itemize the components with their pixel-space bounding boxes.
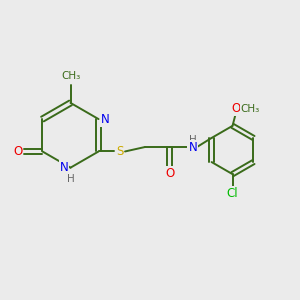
Text: N: N	[188, 141, 197, 154]
Text: N: N	[101, 112, 110, 126]
Text: O: O	[231, 102, 241, 115]
Text: H: H	[189, 135, 196, 145]
Text: Cl: Cl	[227, 187, 238, 200]
Text: S: S	[116, 145, 123, 158]
Text: O: O	[13, 145, 22, 158]
Text: H: H	[67, 174, 74, 184]
Text: N: N	[60, 161, 68, 174]
Text: O: O	[165, 167, 174, 180]
Text: CH₃: CH₃	[241, 104, 260, 114]
Text: CH₃: CH₃	[61, 71, 80, 81]
